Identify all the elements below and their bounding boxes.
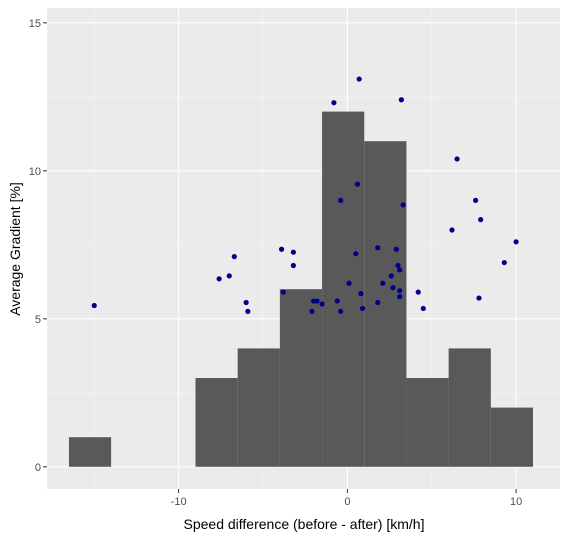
scatter-point xyxy=(354,181,361,187)
scatter-point xyxy=(501,259,507,266)
scatter-point xyxy=(338,197,344,203)
y-tick-label: 10 xyxy=(29,166,41,178)
scatter-point xyxy=(290,249,296,255)
scatter-point xyxy=(375,245,381,251)
scatter-point xyxy=(395,262,401,269)
scatter-point xyxy=(390,285,396,291)
scatter-point xyxy=(473,197,479,203)
scatter-point xyxy=(334,298,340,304)
scatter-point xyxy=(513,239,519,245)
scatter-point xyxy=(358,291,364,297)
scatter-point xyxy=(353,251,359,257)
scatter-point xyxy=(478,217,484,223)
scatter-point xyxy=(356,76,362,82)
scatter-point xyxy=(449,227,455,233)
scatter-point xyxy=(290,262,296,269)
x-tick-label: 10 xyxy=(510,496,522,508)
scatter-point xyxy=(243,299,249,306)
histogram-bar xyxy=(364,141,407,467)
scatter-point xyxy=(398,97,404,103)
scatter-point xyxy=(454,156,460,162)
scatter-point xyxy=(231,254,237,260)
scatter-point xyxy=(338,308,344,314)
histogram-bar xyxy=(448,348,491,467)
histogram-bar xyxy=(237,348,280,467)
scatter-point xyxy=(319,301,325,307)
y-tick-label: 0 xyxy=(35,462,41,474)
y-tick-label: 15 xyxy=(29,18,41,30)
scatter-point xyxy=(380,280,386,286)
x-tick-label: -10 xyxy=(171,496,187,508)
scatter-point xyxy=(346,280,352,286)
histogram-bar xyxy=(406,378,449,467)
scatter-point xyxy=(388,273,394,279)
scatter-point xyxy=(331,100,337,106)
scatter-point xyxy=(280,289,286,295)
scatter-point xyxy=(400,202,406,208)
scatter-point xyxy=(375,299,381,306)
scatter-point xyxy=(397,294,403,300)
scatter-point xyxy=(393,246,399,252)
scatter-point xyxy=(397,288,403,294)
scatter-point xyxy=(476,295,482,301)
scatter-point xyxy=(420,305,426,312)
histogram-bar xyxy=(322,111,365,467)
scatter-point xyxy=(216,276,222,282)
scatter-point xyxy=(278,246,285,252)
scatter-point xyxy=(245,308,251,314)
scatter-point xyxy=(397,267,403,273)
x-tick-label: 0 xyxy=(344,496,350,508)
y-axis-title: Average Gradient [%] xyxy=(7,182,23,316)
histogram-bar xyxy=(195,378,238,467)
scatter-point xyxy=(91,302,97,309)
x-axis-title: Speed difference (before - after) [km/h] xyxy=(184,516,425,532)
scatter-point xyxy=(314,298,320,304)
scatter-point xyxy=(415,289,421,295)
scatter-point xyxy=(226,273,232,279)
plot-panel: -10 0 10 0 5 10 15 xyxy=(29,8,560,508)
scatter-point xyxy=(309,308,315,314)
scatter-point xyxy=(359,305,366,312)
histogram-bar xyxy=(279,289,323,467)
y-tick-label: 5 xyxy=(35,314,41,326)
histogram-bar xyxy=(68,437,112,467)
histogram-bar xyxy=(490,407,533,467)
